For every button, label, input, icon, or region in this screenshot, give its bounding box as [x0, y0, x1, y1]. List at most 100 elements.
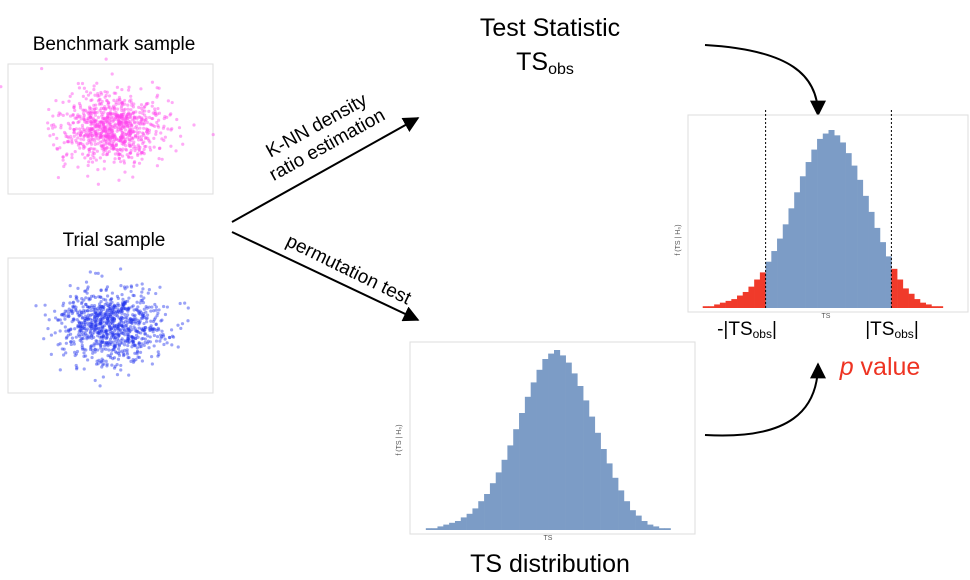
dot — [117, 316, 121, 320]
bar — [925, 304, 932, 308]
dot — [69, 309, 74, 313]
dot — [102, 312, 106, 316]
dot — [111, 335, 115, 339]
dot — [88, 115, 93, 119]
dot — [117, 323, 121, 327]
dot — [140, 134, 144, 139]
dot — [127, 125, 132, 130]
dot — [90, 137, 94, 141]
dot — [104, 128, 108, 133]
dot — [126, 313, 130, 317]
dot — [95, 315, 99, 319]
dot — [101, 117, 105, 121]
dot — [136, 330, 140, 334]
dot — [47, 318, 51, 322]
dot — [137, 130, 142, 134]
dot — [110, 331, 115, 335]
dot — [105, 294, 110, 298]
dot — [122, 328, 127, 332]
dot — [142, 343, 146, 347]
dot — [114, 110, 118, 115]
dot — [92, 325, 96, 329]
dot — [93, 147, 97, 151]
dot — [113, 350, 118, 354]
dot — [145, 132, 150, 136]
dot — [105, 308, 109, 312]
dot — [111, 340, 115, 344]
dot — [116, 332, 120, 336]
dot — [99, 92, 104, 96]
dot — [140, 328, 144, 332]
dot — [126, 131, 130, 136]
dot — [124, 124, 128, 128]
dot — [143, 328, 147, 332]
dot — [166, 127, 170, 131]
dot — [101, 347, 106, 351]
dot — [99, 133, 103, 137]
dot — [91, 294, 96, 298]
dot — [131, 313, 135, 317]
dot — [137, 148, 141, 153]
dot — [103, 107, 108, 111]
dot — [83, 319, 87, 323]
dot — [150, 116, 154, 121]
dot — [186, 306, 190, 310]
dot — [148, 340, 152, 344]
dot — [94, 323, 98, 327]
dot — [94, 133, 98, 138]
dot — [99, 133, 103, 138]
dot — [144, 115, 148, 120]
dot — [103, 315, 107, 320]
dot — [110, 319, 115, 323]
dot — [102, 129, 107, 133]
dot — [115, 137, 119, 141]
dot — [111, 305, 116, 309]
dot — [94, 106, 98, 110]
dot — [89, 98, 93, 103]
dot — [97, 312, 102, 316]
dot — [152, 327, 156, 331]
dot — [95, 307, 100, 311]
dot — [104, 148, 108, 152]
dot — [98, 312, 102, 316]
dot — [71, 305, 75, 309]
dot — [100, 328, 104, 332]
dot — [141, 287, 145, 291]
bar — [664, 528, 671, 530]
dot — [76, 324, 81, 328]
dot — [122, 117, 126, 121]
dot — [119, 318, 124, 323]
dot — [117, 123, 122, 127]
dot — [72, 128, 76, 132]
dot — [121, 125, 125, 129]
dot — [133, 126, 137, 130]
dot — [107, 105, 111, 110]
dot — [116, 309, 121, 313]
dot — [140, 298, 144, 302]
dot — [103, 90, 107, 94]
dot — [110, 308, 114, 312]
dot — [122, 161, 127, 165]
dot — [116, 114, 120, 118]
dot — [121, 327, 126, 331]
dot — [120, 325, 124, 329]
dot — [129, 122, 133, 127]
dot — [110, 318, 114, 322]
dot — [95, 132, 99, 136]
dot — [85, 291, 89, 295]
dot — [136, 132, 140, 136]
dot — [127, 112, 131, 116]
bar — [606, 463, 613, 530]
dot — [131, 317, 135, 322]
dot — [54, 99, 58, 103]
dot — [104, 287, 109, 291]
dot — [142, 121, 146, 125]
dot — [186, 319, 190, 323]
dot — [108, 127, 112, 131]
dot — [72, 318, 76, 322]
bar — [822, 133, 829, 308]
bar — [548, 353, 555, 530]
dot — [103, 312, 108, 317]
dot — [110, 144, 115, 148]
dot — [122, 306, 126, 310]
